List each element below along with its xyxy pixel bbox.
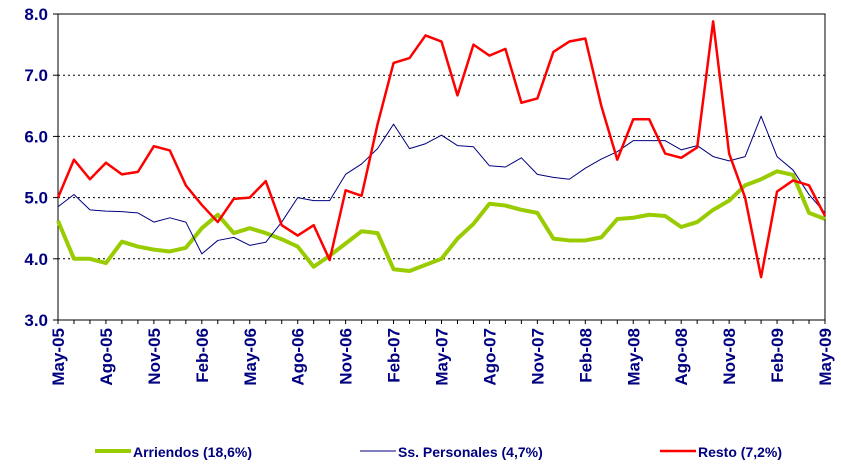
y-tick-label: 5.0	[24, 189, 48, 208]
x-tick-label: May-09	[816, 328, 835, 386]
x-tick-label: May-06	[241, 328, 260, 386]
plot-border	[57, 13, 826, 321]
y-tick-label: 7.0	[24, 66, 48, 85]
x-tick-label: Ago-06	[289, 328, 308, 386]
x-tick-label: Nov-05	[145, 328, 164, 385]
x-tick-label: May-08	[624, 328, 643, 386]
y-tick-label: 3.0	[24, 311, 48, 330]
legend-label: Ss. Personales (4,7%)	[398, 444, 543, 460]
x-tick-label: Nov-06	[337, 328, 356, 385]
x-tick-label: May-07	[433, 328, 452, 386]
y-tick-label: 4.0	[24, 250, 48, 269]
line-series	[56, 169, 826, 274]
x-tick-label: May-05	[49, 328, 68, 386]
legend-label: Resto (7,2%)	[698, 444, 782, 460]
y-tick-label: 6.0	[24, 127, 48, 146]
line-series	[56, 20, 827, 279]
legend-label: Arriendos (18,6%)	[133, 444, 252, 460]
x-tick-label: Feb-09	[768, 328, 787, 383]
x-tick-label: Feb-07	[385, 328, 404, 383]
x-tick-label: Ago-07	[480, 328, 499, 386]
x-tick-label: Feb-06	[193, 328, 212, 383]
x-tick-label: Nov-07	[528, 328, 547, 385]
x-tick-label: Feb-08	[576, 328, 595, 383]
x-tick-label: Ago-08	[672, 328, 691, 386]
x-tick-label: Ago-05	[97, 328, 116, 386]
y-tick-label: 8.0	[24, 5, 48, 24]
x-tick-label: Nov-08	[720, 328, 739, 385]
